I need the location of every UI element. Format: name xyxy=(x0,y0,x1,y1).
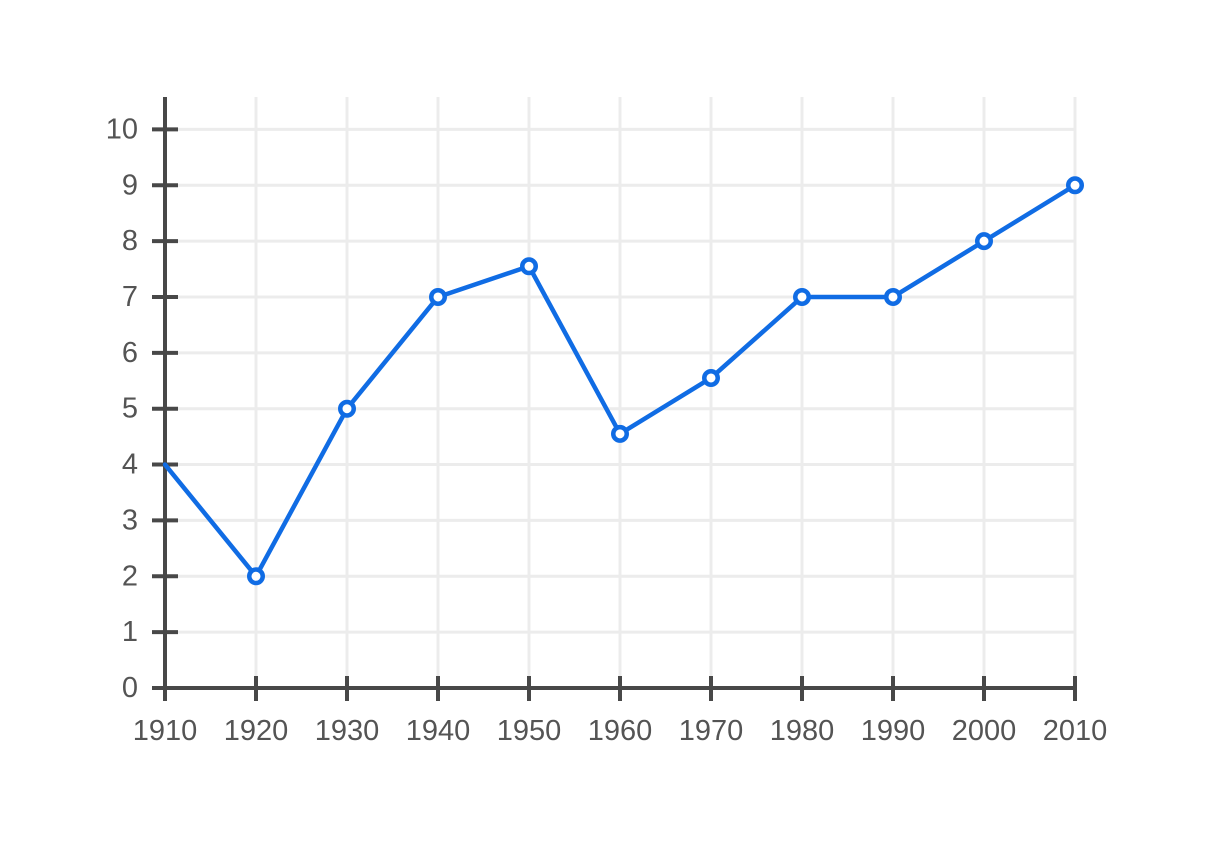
data-point-1990 xyxy=(884,287,902,306)
y-tick-label: 3 xyxy=(122,504,138,536)
data-point-1930 xyxy=(338,399,356,418)
x-tick-label: 2010 xyxy=(1043,715,1108,747)
x-tick-label: 2000 xyxy=(952,715,1017,747)
x-tick-label: 1970 xyxy=(679,715,744,747)
data-point-1940 xyxy=(429,287,447,306)
y-tick-label: 2 xyxy=(122,560,138,592)
data-point-2000 xyxy=(975,232,993,251)
x-tick-label: 1960 xyxy=(588,715,653,747)
y-tick-label: 9 xyxy=(122,169,138,201)
data-point-1920 xyxy=(247,567,265,586)
y-tick-label: 4 xyxy=(122,449,138,481)
x-tick-label: 1930 xyxy=(315,715,380,747)
y-tick-label: 7 xyxy=(122,281,138,313)
x-tick-label: 1920 xyxy=(224,715,289,747)
data-point-1980 xyxy=(793,287,811,306)
y-tick-label: 8 xyxy=(122,225,138,257)
x-tick-label: 1950 xyxy=(497,715,562,747)
data-point-1950 xyxy=(520,257,538,276)
data-point-2010 xyxy=(1066,176,1084,195)
y-tick-label: 10 xyxy=(106,113,138,145)
x-tick-label: 1980 xyxy=(770,715,835,747)
data-point-1960 xyxy=(611,424,629,443)
data-point-1970 xyxy=(702,368,720,387)
y-tick-label: 5 xyxy=(122,393,138,425)
x-tick-label: 1910 xyxy=(133,715,198,747)
x-tick-label: 1940 xyxy=(406,715,471,747)
y-tick-label: 0 xyxy=(122,672,138,704)
y-tick-label: 6 xyxy=(122,337,138,369)
x-tick-label: 1990 xyxy=(861,715,926,747)
y-tick-label: 1 xyxy=(122,616,138,648)
